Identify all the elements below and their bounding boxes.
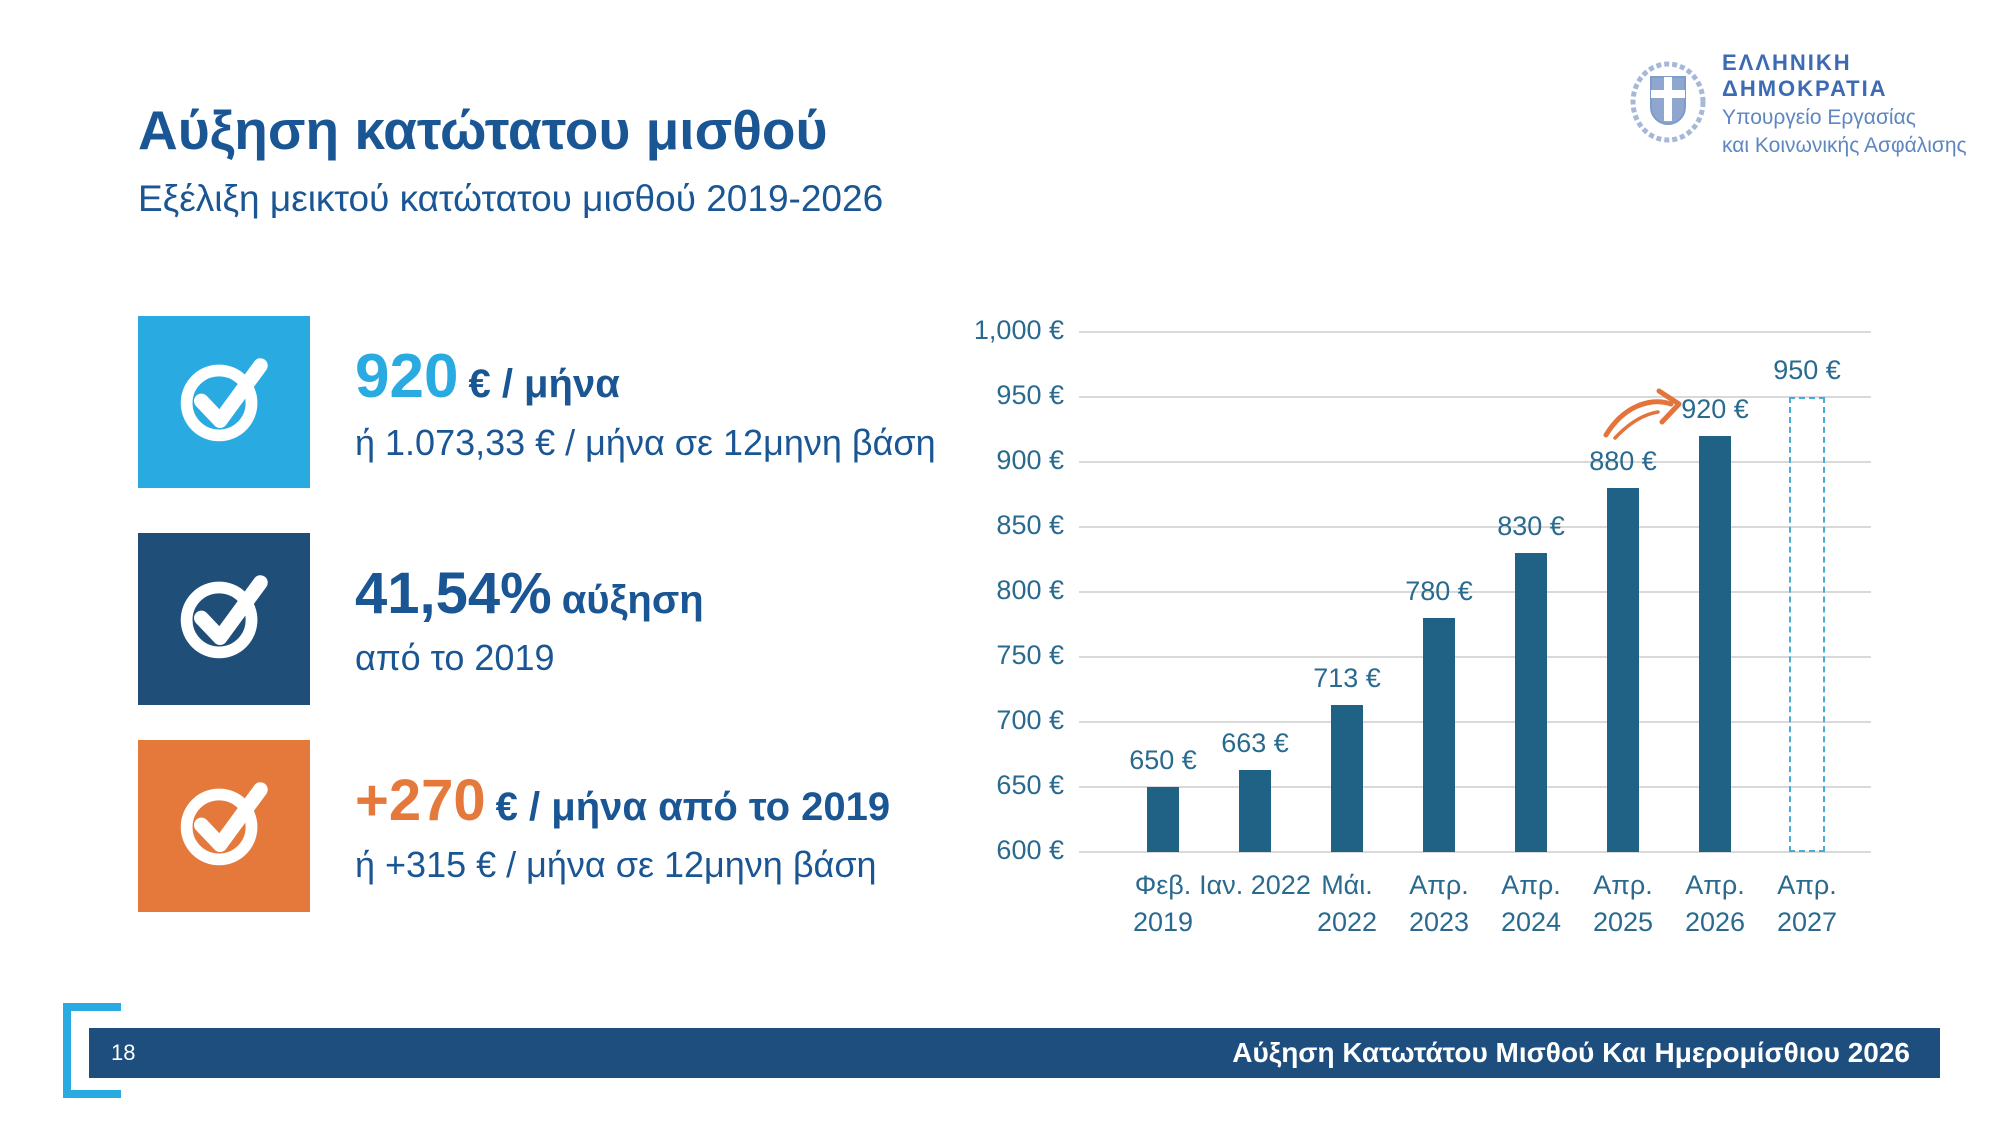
- logo-text-line1: ΕΛΛΗΝΙΚΗ ΔΗΜΟΚΡΑΤΙΑ: [1722, 50, 1888, 101]
- highlight-wage-line: 920 € / μήνα: [355, 341, 936, 412]
- x-axis-tick-label: Απρ.: [1409, 870, 1469, 900]
- x-axis-tick-label: Φεβ.: [1134, 870, 1192, 900]
- x-axis-tick-label: 2022: [1316, 907, 1378, 937]
- highlight-row-wage: 920 € / μήνα ή 1.073,33 € / μήνα σε 12μην…: [138, 316, 938, 488]
- page-title: Αύξηση κατώτατου μισθού: [138, 99, 828, 161]
- greek-coat-of-arms-icon: [1628, 60, 1708, 149]
- projected-bar: [1789, 397, 1825, 852]
- footer-title: Αύξηση Κατωτάτου Μισθού Και Ημερομίσθιου…: [1232, 1037, 1910, 1068]
- logo-text-line2: Υπουργείο Εργασίας: [1722, 106, 1916, 129]
- footer-bracket-decoration: [63, 1003, 121, 1098]
- page-subtitle: Εξέλιξη μεικτού κατώτατου μισθού 2019-20…: [138, 178, 884, 219]
- y-axis-tick-label: 950 €: [996, 380, 1064, 410]
- x-axis-tick-label: 2025: [1592, 907, 1654, 937]
- footer-bar: 18 Αύξηση Κατωτάτου Μισθού Και Ημερομίσθ…: [89, 1028, 1940, 1078]
- x-axis-tick-label: Μάι.: [1321, 870, 1373, 900]
- page-number: 18: [111, 1040, 136, 1065]
- bar: [1607, 488, 1639, 852]
- highlight-row-percent: 41,54% αύξηση από το 2019: [138, 533, 938, 705]
- bar-value-label: 950 €: [1773, 355, 1841, 385]
- gridline: [1079, 331, 1871, 333]
- bar-value-label: 920 €: [1681, 394, 1749, 424]
- bar: [1147, 787, 1179, 852]
- highlight-percent-value: 41,54%: [355, 560, 552, 626]
- x-axis-tick-label: Ιαν. 2022: [1199, 870, 1311, 900]
- highlight-increase-line: +270 € / μήνα από το 2019: [355, 767, 890, 834]
- highlight-percent-line: 41,54% αύξηση: [355, 560, 704, 627]
- gridline: [1079, 591, 1871, 593]
- gridline: [1079, 526, 1871, 528]
- bar-value-label: 880 €: [1589, 446, 1657, 476]
- bar-value-label: 830 €: [1497, 511, 1565, 541]
- check-box-navy: [138, 533, 310, 705]
- highlight-percent-subtext: από το 2019: [355, 636, 555, 678]
- bar-value-label: 713 €: [1313, 663, 1381, 694]
- checkmark-icon: [165, 765, 283, 888]
- highlight-increase-subtext: ή +315 € / μήνα σε 12μηνη βάση: [355, 843, 877, 885]
- y-axis-tick-label: 600 €: [996, 835, 1064, 865]
- y-axis-tick-label: 750 €: [996, 640, 1064, 670]
- gridline: [1079, 461, 1871, 463]
- y-axis-tick-label: 900 €: [996, 445, 1064, 475]
- x-axis-tick-label: 2027: [1776, 907, 1838, 937]
- highlight-increase-value: +270: [355, 767, 486, 833]
- x-axis-tick-label: 2024: [1500, 907, 1562, 937]
- x-axis-tick-label: Απρ.: [1685, 870, 1745, 900]
- gridline: [1079, 721, 1871, 723]
- y-axis-tick-label: 700 €: [996, 705, 1064, 735]
- x-axis-tick-label: 2023: [1408, 907, 1470, 937]
- bar-value-label: 780 €: [1405, 576, 1473, 606]
- highlight-increase-suffix: € / μήνα από το 2019: [495, 784, 891, 829]
- highlight-wage-subtext: ή 1.073,33 € / μήνα σε 12μηνη βάση: [355, 421, 936, 463]
- y-axis-tick-label: 650 €: [996, 770, 1064, 800]
- check-box-lightblue: [138, 316, 310, 488]
- x-axis-tick-label: Απρ.: [1777, 870, 1837, 900]
- highlight-percent-suffix: αύξηση: [561, 577, 704, 622]
- government-logo: ΕΛΛΗΝΙΚΗ ΔΗΜΟΚΡΑΤΙΑ Υπουργείο Εργασίας κ…: [1628, 50, 2000, 158]
- increase-arrow-icon: [1601, 387, 1691, 450]
- x-axis-tick-label: Απρ.: [1501, 870, 1561, 900]
- x-axis-tick-label: Απρ.: [1593, 870, 1653, 900]
- highlight-row-increase: +270 € / μήνα από το 2019 ή +315 € / μήνα…: [138, 740, 938, 912]
- y-axis-tick-label: 800 €: [996, 575, 1064, 605]
- gridline: [1079, 656, 1871, 658]
- gridline: [1079, 851, 1871, 853]
- checkmark-icon: [165, 558, 283, 681]
- gridline: [1079, 396, 1871, 398]
- bar-value-label: 663 €: [1221, 728, 1289, 759]
- bar: [1515, 553, 1547, 852]
- bar: [1239, 770, 1271, 852]
- bar: [1423, 618, 1455, 852]
- highlight-wage-value: 920: [355, 341, 459, 411]
- logo-text-line3: και Κοινωνικής Ασφάλισης: [1722, 134, 1967, 157]
- highlight-wage-suffix: € / μήνα: [468, 361, 620, 406]
- bar: [1699, 436, 1731, 852]
- x-axis-tick-label: 2026: [1684, 907, 1746, 937]
- check-box-orange: [138, 740, 310, 912]
- checkmark-icon: [165, 341, 283, 464]
- gridline: [1079, 786, 1871, 788]
- y-axis-tick-label: 1,000 €: [973, 315, 1064, 345]
- bar-value-label: 650 €: [1129, 745, 1197, 775]
- x-axis-tick-label: 2019: [1132, 907, 1194, 937]
- y-axis-tick-label: 850 €: [996, 510, 1064, 540]
- bar: [1331, 705, 1363, 852]
